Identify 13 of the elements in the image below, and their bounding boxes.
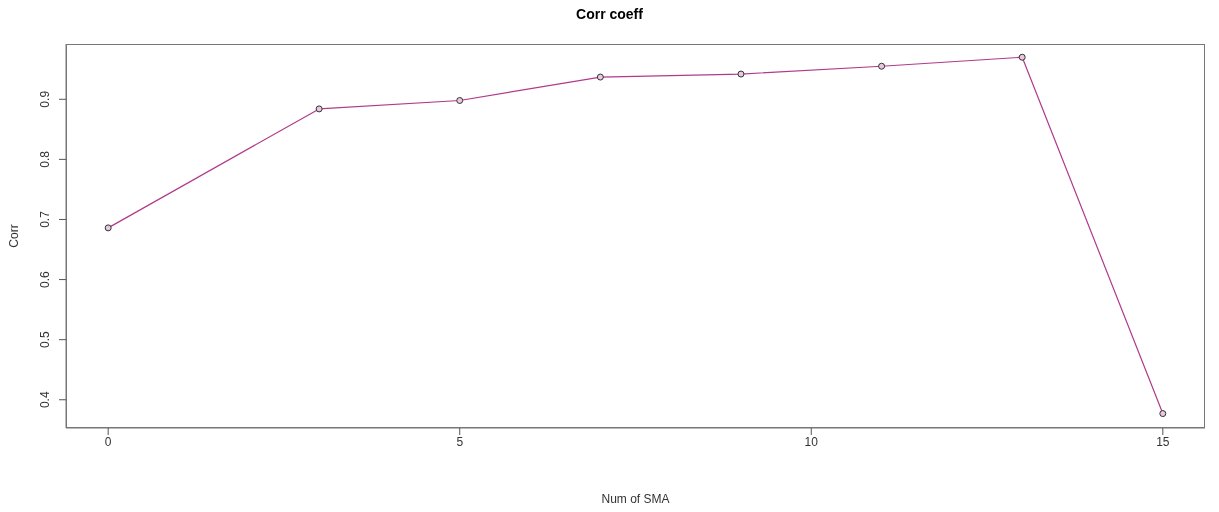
y-tick-label: 0.5 [38, 331, 52, 349]
y-tick-label: 0.4 [38, 391, 52, 409]
chart-title: Corr coeff [575, 6, 644, 22]
x-tick-label: 15 [1156, 434, 1170, 449]
y-axis-title: Corr [6, 224, 21, 248]
y-tick-label: 0.7 [38, 210, 52, 228]
x-tick-label: 5 [456, 434, 464, 449]
x-tick-label: 0 [104, 434, 112, 449]
y-tick-label: 0.6 [38, 270, 52, 288]
y-tick-label: 0.8 [38, 150, 52, 168]
y-tick-label: 0.9 [38, 90, 52, 108]
x-axis-title: Num of SMA [600, 492, 671, 506]
x-tick-label: 10 [804, 434, 819, 449]
